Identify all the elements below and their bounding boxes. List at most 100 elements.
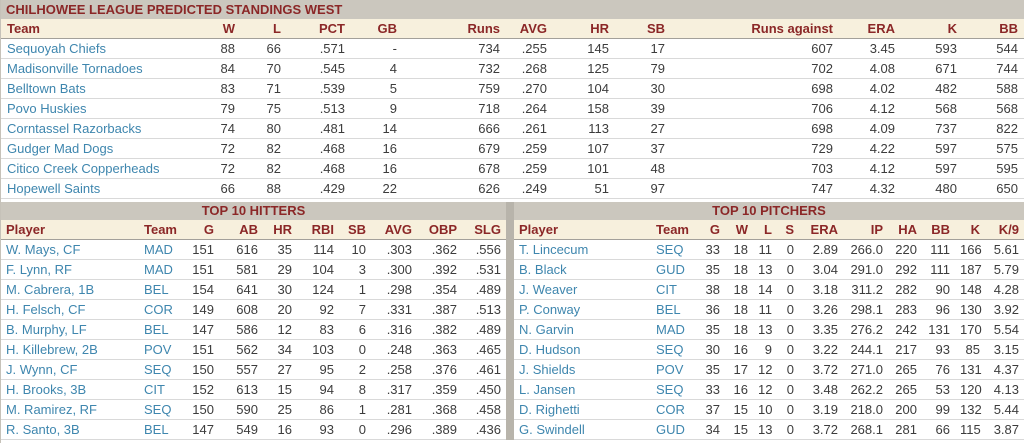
walks-cell: 822	[963, 118, 1024, 139]
player-cell[interactable]: L. Jansen	[514, 379, 651, 400]
strikeouts-cell: 130	[955, 299, 985, 320]
saves-cell: 0	[777, 359, 799, 380]
sb-cell: 8	[339, 379, 371, 400]
team-cell[interactable]: Citico Creek Copperheads	[1, 158, 181, 179]
walks-cell: 99	[922, 399, 955, 420]
player-cell[interactable]: N. Garvin	[514, 319, 651, 340]
team-header: Team	[651, 220, 699, 240]
rbi-cell: 93	[297, 419, 339, 440]
losses-cell: 71	[241, 78, 287, 99]
team-cell[interactable]: BEL	[139, 279, 187, 300]
player-cell[interactable]: F. Lynn, RF	[1, 259, 139, 280]
team-cell[interactable]: GUD	[651, 419, 699, 440]
slg-cell: .458	[462, 399, 506, 420]
team-cell[interactable]: CIT	[139, 379, 187, 400]
player-cell[interactable]: J. Weaver	[514, 279, 651, 300]
games-header: G	[187, 220, 219, 240]
player-cell[interactable]: B. Murphy, LF	[1, 319, 139, 340]
team-cell[interactable]: BEL	[651, 299, 699, 320]
player-cell[interactable]: W. Mays, CF	[1, 239, 139, 260]
hitter-row: W. Mays, CF MAD 151 616 35 114 10.303.362.556	[1, 239, 506, 260]
losses-header: L	[241, 19, 287, 39]
team-cell[interactable]: Hopewell Saints	[1, 178, 181, 199]
team-cell[interactable]: POV	[139, 339, 187, 360]
wins-cell: 18	[725, 319, 753, 340]
player-cell[interactable]: D. Righetti	[514, 399, 651, 420]
sb-cell: 6	[339, 319, 371, 340]
player-cell[interactable]: G. Swindell	[514, 419, 651, 440]
rbi-cell: 92	[297, 299, 339, 320]
sb-cell: 2	[339, 359, 371, 380]
player-cell[interactable]: M. Ramirez, RF	[1, 399, 139, 420]
rbi-cell: 83	[297, 319, 339, 340]
team-cell[interactable]: SEQ	[651, 339, 699, 360]
games-cell: 35	[699, 319, 725, 340]
games-cell: 150	[187, 399, 219, 420]
hr-cell: 30	[263, 279, 297, 300]
team-cell[interactable]: SEQ	[651, 239, 699, 260]
team-cell[interactable]: MAD	[139, 239, 187, 260]
games-cell: 36	[699, 299, 725, 320]
era-cell: 4.08	[839, 58, 901, 79]
runs-against-cell: 703	[671, 158, 839, 179]
team-cell[interactable]: MAD	[651, 319, 699, 340]
player-cell[interactable]: T. Lincecum	[514, 239, 651, 260]
team-cell[interactable]: Povo Huskies	[1, 98, 181, 119]
hits-allowed-cell: 265	[888, 379, 922, 400]
games-cell: 33	[699, 379, 725, 400]
team-cell[interactable]: COR	[139, 299, 187, 320]
player-cell[interactable]: H. Brooks, 3B	[1, 379, 139, 400]
team-cell[interactable]: COR	[651, 399, 699, 420]
player-cell[interactable]: J. Wynn, CF	[1, 359, 139, 380]
wins-cell: 72	[181, 158, 241, 179]
player-cell[interactable]: B. Black	[514, 259, 651, 280]
player-cell[interactable]: P. Conway	[514, 299, 651, 320]
sb-cell: 48	[615, 158, 671, 179]
team-cell[interactable]: Sequoyah Chiefs	[1, 38, 181, 59]
games-cell: 151	[187, 259, 219, 280]
era-cell: 4.12	[839, 98, 901, 119]
wins-cell: 74	[181, 118, 241, 139]
pitcher-row: J. Weaver CIT 38 18 14 0 3.18 311.2 282 90 148 4.28	[514, 279, 1024, 300]
team-cell[interactable]: Madisonville Tornadoes	[1, 58, 181, 79]
wins-cell: 16	[725, 379, 753, 400]
team-cell[interactable]: POV	[651, 359, 699, 380]
team-cell[interactable]: Corntassel Razorbacks	[1, 118, 181, 139]
player-cell[interactable]: R. Santo, 3B	[1, 419, 139, 440]
hr-cell: 158	[553, 98, 615, 119]
standings-row: Povo Huskies 79 75.513 9 718.264 158 39 706 4.12…	[1, 98, 1024, 119]
hits-allowed-cell: 200	[888, 399, 922, 420]
player-cell[interactable]: H. Killebrew, 2B	[1, 339, 139, 360]
rbi-cell: 86	[297, 399, 339, 420]
team-cell[interactable]: MAD	[139, 259, 187, 280]
team-cell[interactable]: SEQ	[139, 399, 187, 420]
era-cell: 4.09	[839, 118, 901, 139]
team-cell[interactable]: CIT	[651, 279, 699, 300]
team-cell[interactable]: BEL	[139, 319, 187, 340]
hr-cell: 29	[263, 259, 297, 280]
team-cell[interactable]: Belltown Bats	[1, 78, 181, 99]
era-cell: 3.48	[799, 379, 843, 400]
saves-cell: 0	[777, 299, 799, 320]
player-cell[interactable]: M. Cabrera, 1B	[1, 279, 139, 300]
team-cell[interactable]: GUD	[651, 259, 699, 280]
innings-pitched-cell: 271.0	[843, 359, 888, 380]
k-per-9-cell: 5.79	[985, 259, 1024, 280]
hitter-row: H. Brooks, 3B CIT 152 613 15 94 8.317.359.450	[1, 379, 506, 400]
team-header: Team	[139, 220, 187, 240]
gb-cell: 16	[351, 138, 403, 159]
standings-header-row: Team W L PCT GB Runs AVG HR SB Runs against ERA K BB	[1, 19, 1024, 39]
team-cell[interactable]: BEL	[139, 419, 187, 440]
player-cell[interactable]: D. Hudson	[514, 339, 651, 360]
runs-cell: 732	[403, 58, 506, 79]
sb-header: SB	[615, 19, 671, 39]
team-cell[interactable]: Gudger Mad Dogs	[1, 138, 181, 159]
team-cell[interactable]: SEQ	[651, 379, 699, 400]
losses-cell: 13	[753, 419, 777, 440]
player-cell[interactable]: J. Shields	[514, 359, 651, 380]
player-cell[interactable]: H. Felsch, CF	[1, 299, 139, 320]
pct-cell: .429	[287, 178, 351, 199]
wins-cell: 72	[181, 138, 241, 159]
team-cell[interactable]: SEQ	[139, 359, 187, 380]
walks-cell: 131	[922, 319, 955, 340]
